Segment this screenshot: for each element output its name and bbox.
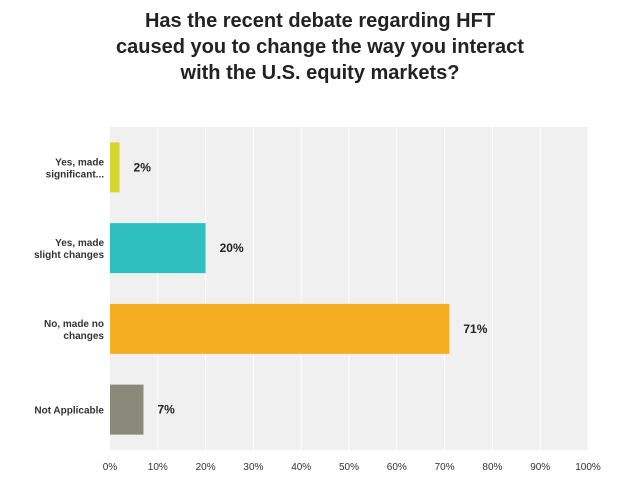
category-label-4: Not Applicable [34,406,104,417]
x-tick-label-90: 90% [530,462,550,473]
category-label-2-line-2: slight changes [34,250,104,261]
x-axis-tick-labels: 0% 10% 20% 30% 40% 50% 60% 70% 80% 90% 100% [103,462,601,473]
bar-4-value-label: 7% [157,403,175,417]
x-tick-label-40: 40% [291,462,311,473]
bar-2 [110,223,206,274]
bar-1-value-label: 2% [134,160,152,174]
chart-title-line-2: caused you to change the way you interac… [116,36,524,58]
x-tick-label-80: 80% [482,462,502,473]
bar-4 [110,384,144,435]
bar-1 [110,142,120,193]
x-tick-label-50: 50% [339,462,359,473]
x-tick-label-10: 10% [148,462,168,473]
category-label-3-line-2: changes [63,331,104,342]
x-tick-label-70: 70% [435,462,455,473]
category-label-1-line-2: significant... [46,169,105,180]
grid-lines [157,127,589,450]
category-label-2: Yes, made slight changes [34,238,104,261]
category-label-1: Yes, made significant... [46,157,105,180]
data-labels: 2% 20% 71% 7% [134,160,488,416]
chart-title: Has the recent debate regarding HFT caus… [0,8,640,86]
category-label-2-line-1: Yes, made [55,238,104,249]
chart-title-line-1: Has the recent debate regarding HFT [144,10,496,32]
category-label-4-line-1: Not Applicable [34,406,104,417]
bars [110,142,450,435]
x-tick-label-100: 100% [575,462,601,473]
category-labels: Yes, made significant...Yes, made slight c… [34,157,104,416]
bar-2-value-label: 20% [220,241,244,255]
bar-3 [110,303,450,354]
category-label-3: No, made no changes [44,319,104,342]
category-label-3-line-1: No, made no [44,319,104,330]
x-tick-label-60: 60% [387,462,407,473]
bar-3-value-label: 71% [463,322,487,336]
x-tick-label-0: 0% [103,462,118,473]
chart-title-line-3: with the U.S. equity markets? [180,62,460,84]
category-label-1-line-1: Yes, made [55,157,104,168]
x-tick-label-20: 20% [196,462,216,473]
x-tick-label-30: 30% [243,462,263,473]
